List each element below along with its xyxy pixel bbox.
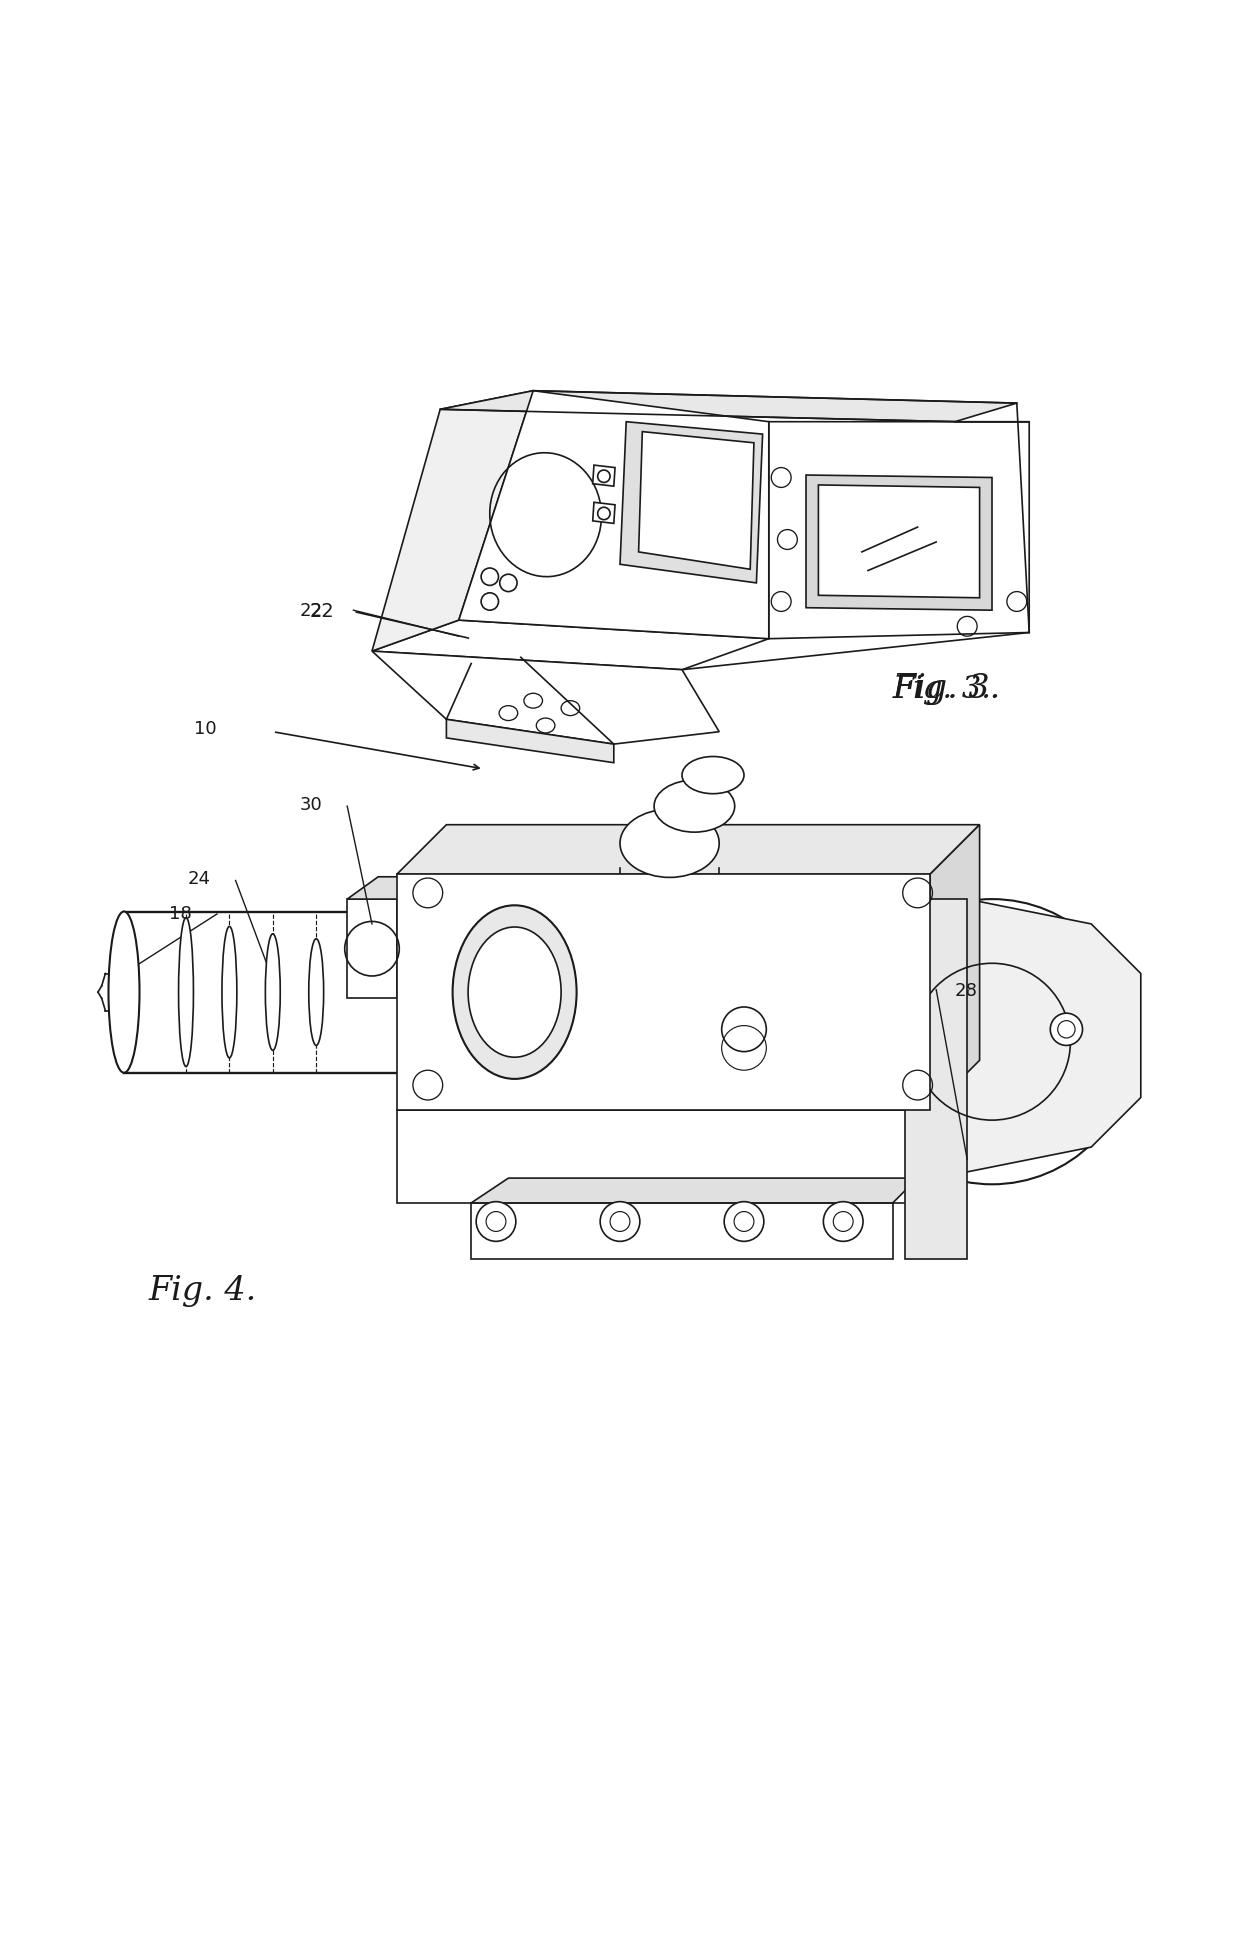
Polygon shape <box>471 1204 893 1258</box>
Text: 18: 18 <box>170 904 192 921</box>
Polygon shape <box>593 503 615 524</box>
Polygon shape <box>397 1110 918 1204</box>
Polygon shape <box>459 392 769 639</box>
Polygon shape <box>372 621 769 670</box>
Text: Fig. 4.: Fig. 4. <box>149 1274 257 1305</box>
Circle shape <box>598 508 610 520</box>
Ellipse shape <box>265 935 280 1050</box>
Polygon shape <box>372 392 533 653</box>
Polygon shape <box>818 485 980 598</box>
Circle shape <box>598 471 610 483</box>
Polygon shape <box>372 653 719 744</box>
Text: 30: 30 <box>300 795 322 812</box>
FancyBboxPatch shape <box>397 875 930 1110</box>
Polygon shape <box>347 877 428 900</box>
Polygon shape <box>905 900 967 1258</box>
Text: 22: 22 <box>299 602 322 619</box>
Ellipse shape <box>469 927 560 1058</box>
Polygon shape <box>930 826 980 1110</box>
Circle shape <box>476 1202 516 1241</box>
Text: 22: 22 <box>310 602 335 619</box>
Text: Fig. 3.: Fig. 3. <box>893 672 1001 705</box>
Text: 10: 10 <box>195 719 217 738</box>
Text: Fig. 3.: Fig. 3. <box>893 674 992 705</box>
Polygon shape <box>397 1079 930 1110</box>
Text: 28: 28 <box>955 982 977 999</box>
Ellipse shape <box>453 906 577 1079</box>
Polygon shape <box>593 466 615 487</box>
Polygon shape <box>806 475 992 612</box>
Ellipse shape <box>179 918 193 1068</box>
Polygon shape <box>446 721 614 764</box>
Ellipse shape <box>222 927 237 1058</box>
Circle shape <box>724 1202 764 1241</box>
Circle shape <box>849 900 1135 1184</box>
Polygon shape <box>397 826 980 875</box>
Polygon shape <box>905 900 1141 1173</box>
Text: 24: 24 <box>187 869 211 888</box>
Ellipse shape <box>620 810 719 879</box>
Ellipse shape <box>682 758 744 795</box>
Ellipse shape <box>109 912 139 1073</box>
Polygon shape <box>639 432 754 571</box>
Polygon shape <box>471 1179 918 1204</box>
Polygon shape <box>620 423 763 584</box>
Circle shape <box>823 1202 863 1241</box>
Ellipse shape <box>309 939 324 1046</box>
Polygon shape <box>769 423 1029 639</box>
Circle shape <box>600 1202 640 1241</box>
Circle shape <box>1050 1013 1083 1046</box>
Polygon shape <box>440 392 1017 423</box>
Ellipse shape <box>655 781 734 832</box>
Polygon shape <box>347 900 397 999</box>
